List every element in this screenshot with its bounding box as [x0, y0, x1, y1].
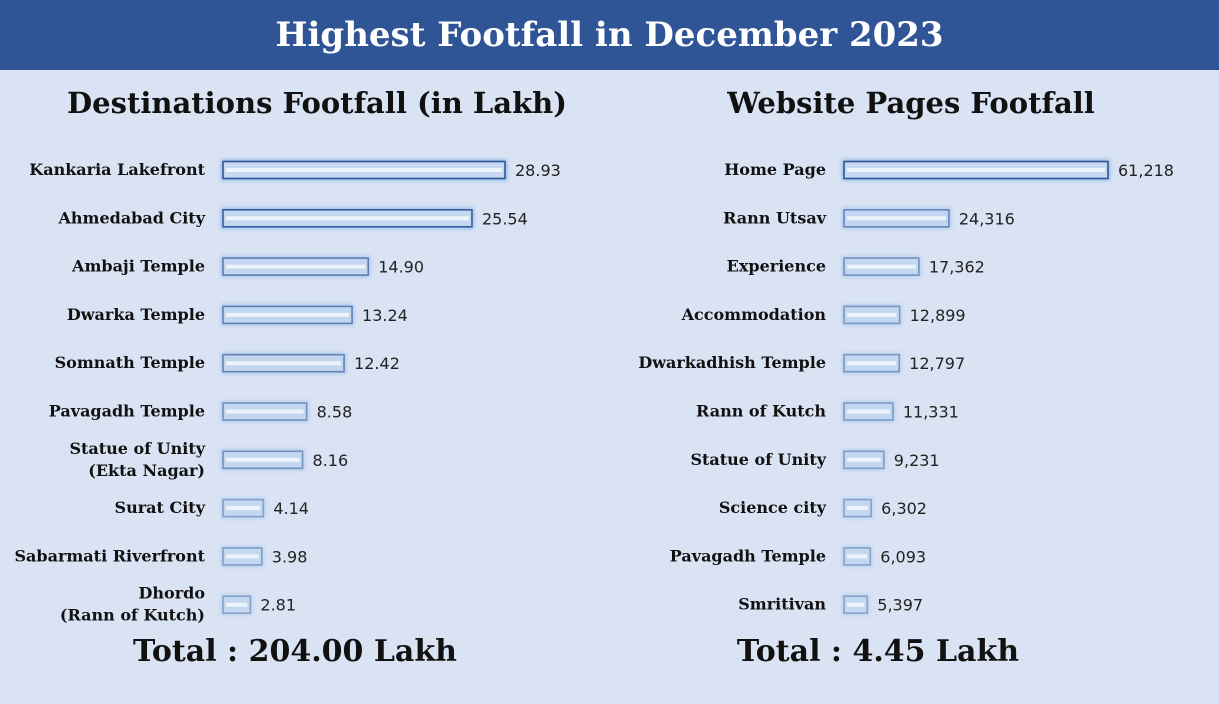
destination-category-label: Statue of Unity (Ekta Nagar): [69, 439, 205, 480]
website-bar-chart: Home Page 61,218 Rann Utsav 24,316 Experienc…: [638, 159, 1174, 616]
website-value-label: 9,231: [894, 451, 940, 470]
destination-value-label: 25.54: [482, 209, 528, 228]
website-total: Total : 4.45 Lakh: [736, 634, 1020, 669]
destination-category-label: Dwarka Temple: [67, 305, 205, 324]
website-category-label: Experience: [727, 257, 826, 276]
destination-value-label: 8.58: [317, 403, 353, 422]
destination-value-label: 8.16: [313, 451, 349, 470]
website-category-label: Pavagadh Temple: [670, 546, 826, 565]
destination-category-label: Somnath Temple: [55, 353, 205, 372]
website-category-label: Rann of Kutch: [696, 402, 826, 421]
page-title: Highest Footfall in December 2023: [275, 15, 944, 55]
website-value-label: 5,397: [877, 596, 923, 615]
website-category-label: Dwarkadhish Temple: [638, 353, 826, 372]
website-category-label: Statue of Unity: [690, 450, 826, 469]
destination-value-label: 14.90: [378, 258, 424, 277]
website-category-label: Smritivan: [738, 595, 826, 614]
destination-value-label: 13.24: [362, 306, 408, 325]
destination-category-label: Sabarmati Riverfront: [14, 546, 205, 565]
destination-category-label: Dhordo (Rann of Kutch): [60, 584, 205, 625]
destination-value-label: 4.14: [273, 499, 309, 518]
destinations-bar-chart: Kankaria Lakefront 28.93 Ahmedabad City 25.…: [14, 159, 561, 625]
destination-category-label: Ambaji Temple: [71, 257, 205, 276]
destination-value-label: 2.81: [260, 596, 296, 615]
destinations-chart-title: Destinations Footfall (in Lakh): [67, 86, 567, 120]
website-category-label: Home Page: [724, 160, 826, 179]
destination-category-label: Kankaria Lakefront: [29, 160, 205, 179]
website-value-label: 12,797: [909, 354, 965, 373]
destination-category-label: Pavagadh Temple: [49, 402, 205, 421]
website-value-label: 12,899: [910, 306, 966, 325]
website-category-label: Science city: [719, 498, 827, 517]
destination-category-label: Ahmedabad City: [57, 208, 205, 227]
website-value-label: 24,316: [959, 209, 1015, 228]
website-chart-title: Website Pages Footfall: [727, 86, 1095, 120]
destination-category-label: Surat City: [115, 498, 206, 517]
destinations-total: Total : 204.00 Lakh: [133, 634, 457, 669]
website-value-label: 11,331: [903, 403, 959, 422]
website-value-label: 6,302: [881, 499, 927, 518]
destination-value-label: 12.42: [354, 354, 400, 373]
title-banner: Highest Footfall in December 2023: [0, 0, 1219, 70]
destination-value-label: 3.98: [272, 547, 308, 566]
website-category-label: Rann Utsav: [723, 208, 827, 227]
website-value-label: 61,218: [1118, 161, 1174, 180]
website-value-label: 17,362: [929, 258, 985, 277]
website-value-label: 6,093: [880, 547, 926, 566]
website-category-label: Accommodation: [681, 305, 827, 324]
destination-value-label: 28.93: [515, 161, 561, 180]
